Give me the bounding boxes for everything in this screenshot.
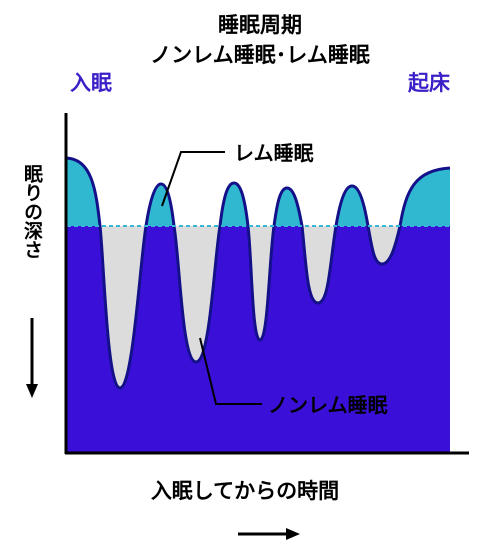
time-arrow (238, 528, 300, 540)
rem-callout-line (161, 151, 225, 207)
x-axis-label: 入眠してからの時間 (151, 479, 339, 503)
wake-up-label: 起床 (407, 71, 450, 95)
nrem-callout-line (199, 337, 262, 405)
diagram-title-line1: 睡眠周期 (218, 13, 302, 37)
nrem-annotation-label: ノンレム睡眠 (268, 393, 388, 417)
sleep-onset-label: 入眠 (70, 71, 112, 95)
y-axis-label: 眠りの深さ (21, 164, 43, 259)
rem-sleep-area (67, 158, 450, 226)
sleep-cycle-curve (67, 156, 451, 390)
diagram-title-line2: ノンレム睡眠･レム睡眠 (150, 43, 370, 67)
depth-arrow (26, 318, 38, 398)
rem-annotation-label: レム睡眠 (234, 141, 314, 165)
